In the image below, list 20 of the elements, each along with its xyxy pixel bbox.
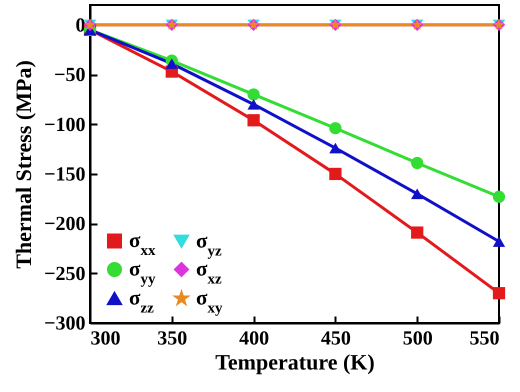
legend-label: σ$_{xy}$ bbox=[196, 286, 223, 316]
legend-label: σ$_{yz}$ bbox=[196, 228, 222, 260]
y-tick-label: −150 bbox=[44, 163, 86, 186]
x-tick-label: 550 bbox=[470, 328, 500, 350]
x-axis-title: Temperature (K) bbox=[215, 350, 375, 374]
x-tick-label: 500 bbox=[402, 328, 433, 350]
y-axis-title: Thermal Stress (MPa) bbox=[11, 60, 36, 269]
legend-label: σ$_{yy}$ bbox=[129, 256, 156, 288]
x-tick-label: 300 bbox=[90, 328, 120, 350]
y-tick-label: −300 bbox=[44, 312, 86, 334]
x-tick-label: 350 bbox=[157, 328, 188, 350]
x-tick-label: 450 bbox=[320, 328, 351, 350]
y-tick-label: 0 bbox=[76, 14, 86, 36]
y-tick-label: −50 bbox=[54, 64, 86, 86]
legend-label: σ$_{xx}$ bbox=[129, 228, 156, 259]
x-tick-label: 400 bbox=[239, 328, 270, 350]
legend-label: σ$_{zz}$ bbox=[129, 286, 154, 316]
y-tick-label: −200 bbox=[44, 213, 86, 236]
y-tick-label: −250 bbox=[44, 262, 86, 285]
y-tick-label: −100 bbox=[44, 114, 86, 136]
